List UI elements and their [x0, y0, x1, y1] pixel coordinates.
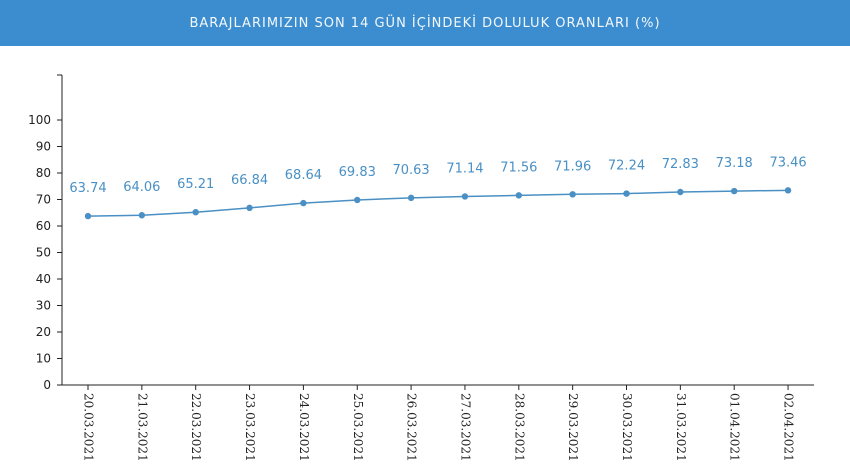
data-label: 72.83: [662, 157, 699, 172]
x-tick-label: 24.03.2021: [297, 393, 311, 462]
data-point: [246, 204, 253, 212]
data-point: [192, 208, 199, 216]
data-point: [515, 192, 522, 199]
x-tick-label: 28.03.2021: [512, 393, 526, 462]
data-point: [407, 194, 415, 202]
x-tick-label: 29.03.2021: [566, 393, 580, 462]
y-tick-label: 70: [36, 193, 51, 207]
data-label: 68.64: [285, 168, 322, 183]
series-line: [87, 189, 789, 217]
data-label: 71.14: [446, 161, 483, 176]
x-tick-label: 26.03.2021: [405, 393, 419, 462]
data-label: 66.84: [231, 173, 268, 188]
y-tick-label: 80: [36, 166, 51, 180]
x-tick-label: 20.03.2021: [82, 393, 96, 462]
x-tick-label: 30.03.2021: [620, 393, 634, 462]
data-label: 73.18: [716, 156, 753, 171]
x-tick-label: 01.04.2021: [728, 393, 742, 462]
y-tick-label: 50: [36, 246, 51, 260]
series: [84, 187, 792, 220]
data-labels: 63.74 64.06 65.21 66.84 68.64 69.83 70.63 71.14…: [69, 155, 806, 196]
y-tick-label: 60: [36, 219, 51, 233]
data-point: [623, 190, 630, 197]
data-label: 71.96: [554, 159, 591, 174]
data-label: 65.21: [177, 177, 214, 192]
x-tick-label: 21.03.2021: [135, 393, 149, 462]
data-point: [138, 212, 146, 219]
x-tick-label: 27.03.2021: [458, 393, 472, 462]
data-label: 70.63: [392, 163, 429, 178]
data-point: [461, 193, 469, 200]
data-label: 63.74: [69, 181, 106, 196]
y-tick-label: 30: [36, 299, 51, 313]
x-tick-label: 23.03.2021: [243, 393, 257, 462]
y-axis: 0 10 20 30 40 50 60 70 80 90 100: [28, 74, 63, 392]
y-tick-label: 10: [36, 352, 51, 366]
chart-title-bar: BARAJLARIMIZIN SON 14 GÜN İÇİNDEKİ DOLUL…: [0, 0, 850, 46]
data-point: [731, 187, 738, 195]
data-point: [677, 188, 684, 196]
y-tick-label: 40: [36, 272, 51, 286]
x-tick-label: 22.03.2021: [189, 393, 203, 462]
data-label: 69.83: [339, 165, 376, 180]
x-tick-label: 31.03.2021: [674, 393, 688, 462]
data-label: 64.06: [123, 180, 160, 195]
y-tick-label: 0: [43, 378, 51, 392]
y-tick-label: 90: [36, 140, 51, 154]
data-label: 71.56: [500, 160, 537, 175]
data-point: [84, 212, 92, 220]
data-point: [784, 187, 792, 194]
data-label: 73.46: [769, 155, 806, 170]
data-point: [300, 199, 307, 207]
data-point: [354, 196, 361, 204]
x-axis: 20.03.2021 21.03.2021 22.03.2021 23.03.2021…: [62, 384, 815, 462]
data-point: [569, 191, 576, 198]
y-tick-label: 100: [28, 113, 51, 127]
chart-title: BARAJLARIMIZIN SON 14 GÜN İÇİNDEKİ DOLUL…: [189, 15, 661, 31]
x-tick-label: 25.03.2021: [351, 393, 365, 462]
x-tick-label: 02.04.2021: [782, 393, 796, 462]
data-label: 72.24: [608, 159, 645, 174]
y-tick-label: 20: [36, 325, 51, 339]
